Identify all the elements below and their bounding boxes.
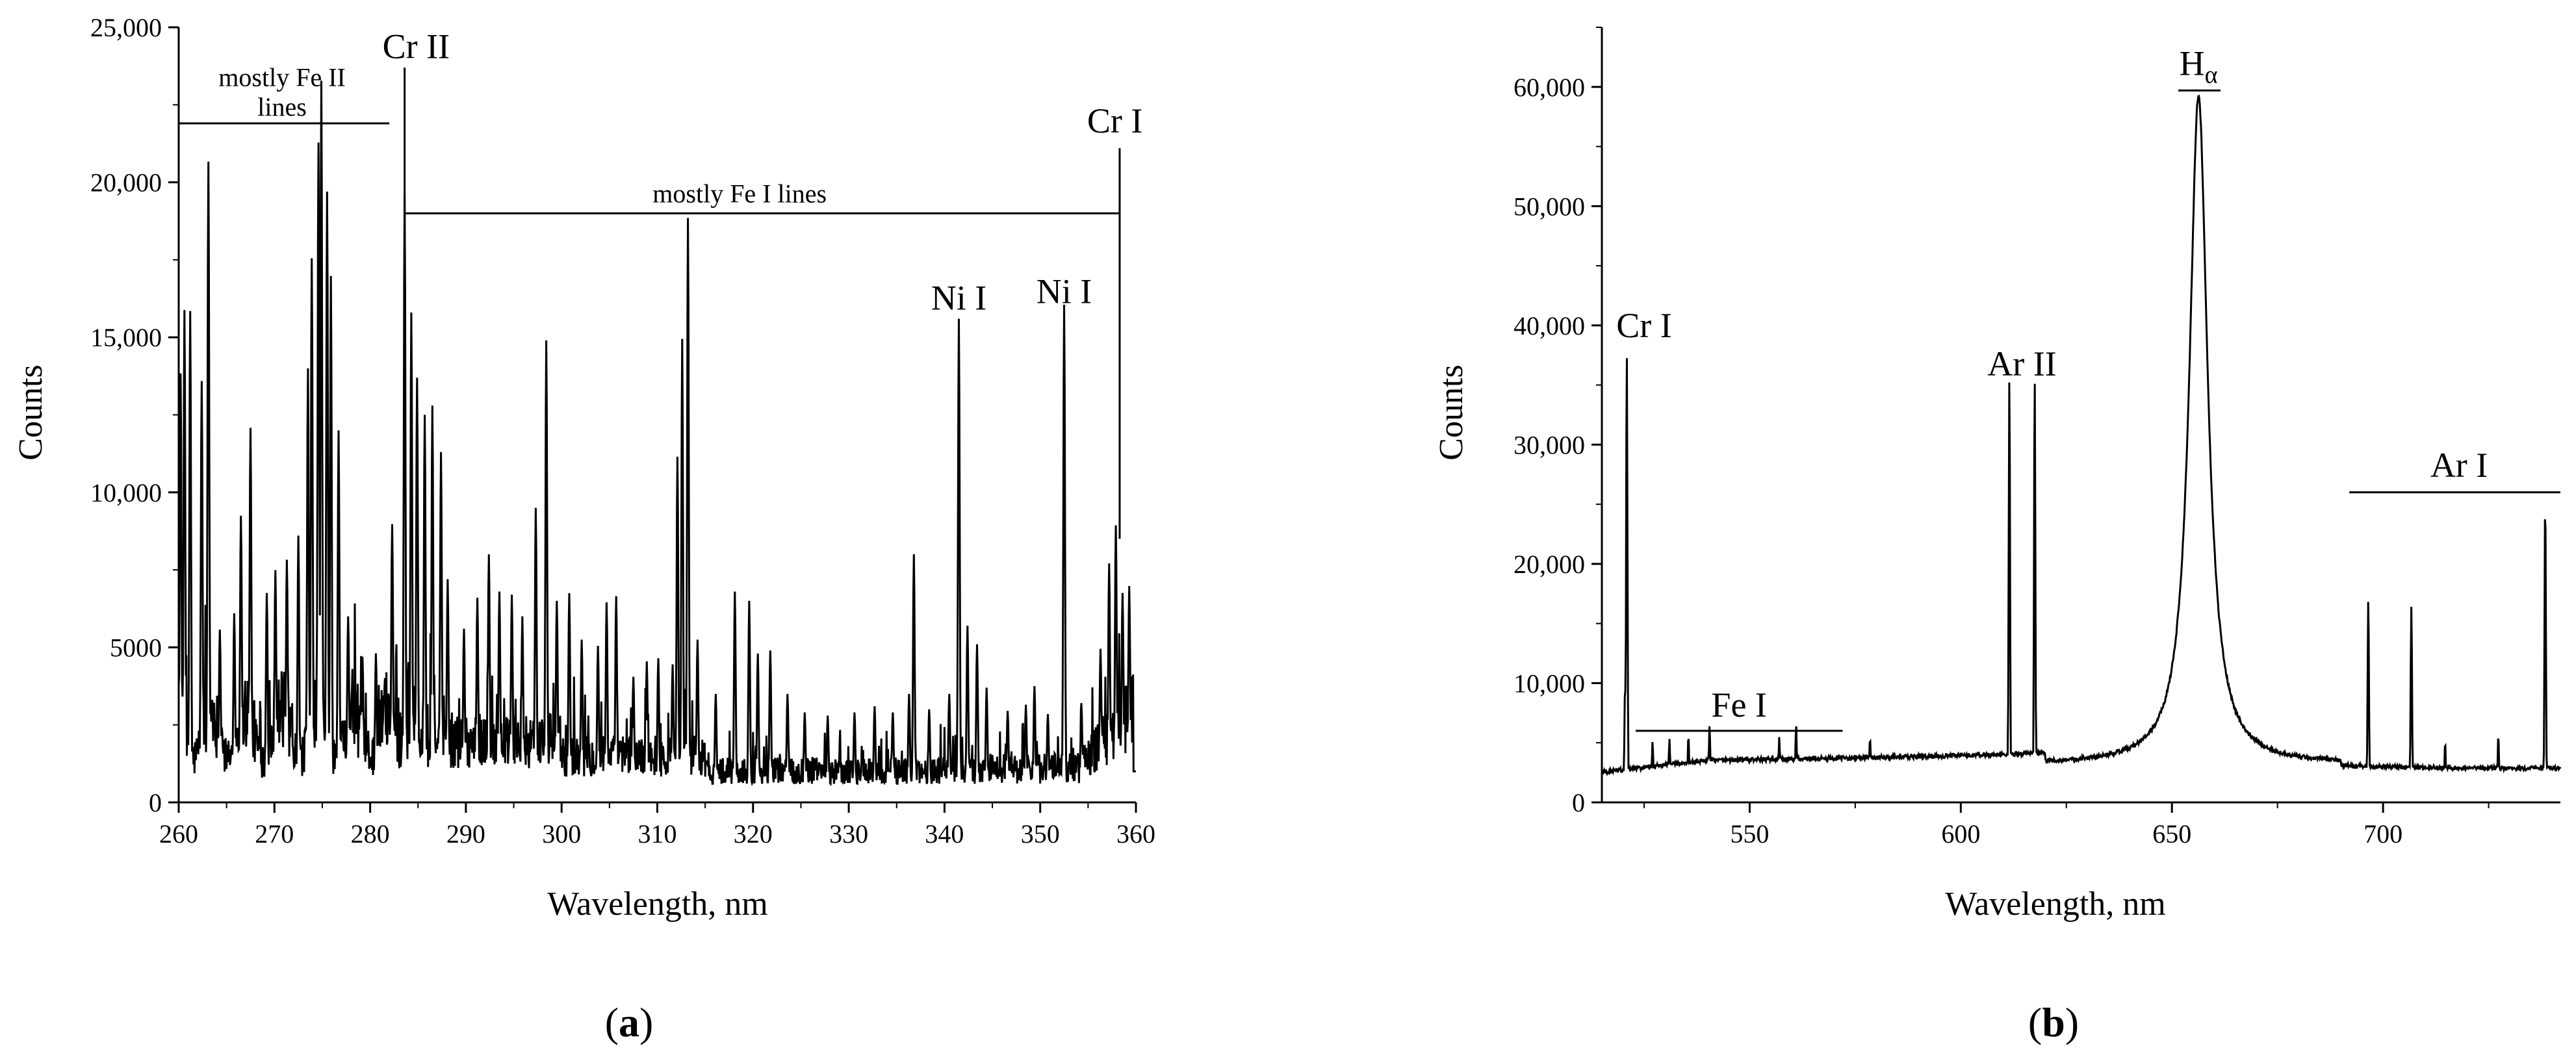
panel-b-ylabel: Counts	[1433, 364, 1470, 460]
panel-a-y-tick-label: 10,000	[90, 478, 162, 507]
panel-a-spectrum-line	[177, 81, 1136, 787]
ni1-label: Ni I	[1037, 272, 1092, 311]
panel-a-x-tick-label: 340	[925, 819, 964, 848]
panel-b-y-tick-label: 40,000	[1513, 311, 1585, 340]
panel-b-y-tick-label: 0	[1572, 788, 1585, 817]
panel-b-caption: (b)	[2028, 999, 2079, 1045]
panel-b-x-tick-label: 550	[1730, 819, 1769, 848]
h-alpha-letter: H	[2180, 44, 2205, 83]
panel-a-x-tick-label: 360	[1116, 819, 1155, 848]
panel-a-ylabel: Counts	[12, 364, 49, 460]
panel-b-annotations: Cr I Fe I Ar II Hα Ar I	[1616, 44, 2560, 732]
panel-a-x-tick-label: 310	[638, 819, 677, 848]
panel-b-y-tick-label: 30,000	[1513, 430, 1585, 459]
panel-a-axes: 260 270 280 290 300 310 320 330 340 350 360 0 5000 10…	[90, 13, 1155, 848]
panel-a-x-tick-label: 300	[542, 819, 581, 848]
panel-b: Cr I Fe I Ar II Hα Ar I 550 600 650 700 0 10,000 2…	[1433, 27, 2562, 1045]
ar2-label: Ar II	[1987, 344, 2056, 383]
panel-a-y-tick-label: 20,000	[90, 168, 162, 198]
panel-a-y-tick-label: 15,000	[90, 323, 162, 352]
panel-a-x-tick-label: 330	[829, 819, 868, 848]
panel-a-y-tick-label: 25,000	[90, 13, 162, 42]
panel-b-x-tick-label: 600	[1941, 819, 1980, 848]
panel-b-xlabel: Wavelength, nm	[1945, 886, 2166, 923]
fe2-bracket-label-line2: lines	[257, 92, 307, 121]
h-alpha-label: Hα	[2180, 44, 2218, 88]
panel-a-letter: a	[619, 999, 639, 1045]
cr1-label: Cr I	[1616, 306, 1671, 345]
h-alpha-subscript: α	[2205, 61, 2218, 88]
panel-b-y-tick-label: 10,000	[1513, 669, 1585, 698]
panel-a-y-tick-label: 0	[149, 788, 162, 817]
cr2-label: Cr II	[383, 27, 450, 66]
panel-a-x-tick-label: 270	[255, 819, 294, 848]
panel-b-x-tick-label: 650	[2152, 819, 2191, 848]
panel-b-y-tick-label: 50,000	[1513, 192, 1585, 221]
panel-a-x-tick-label: 260	[159, 819, 198, 848]
panel-a-x-tick-label: 350	[1021, 819, 1060, 848]
panel-b-axes: 550 600 650 700 0 10,000 20,000 30,000 40,000 50,…	[1513, 27, 2560, 848]
panel-a-x-tick-label: 280	[351, 819, 390, 848]
panel-b-x-tick-label: 700	[2363, 819, 2402, 848]
ar1-bracket-label: Ar I	[2430, 446, 2488, 485]
ni1-label: Ni I	[931, 278, 986, 317]
panel-a-x-tick-label: 290	[446, 819, 485, 848]
panel-b-spectrum-line	[1601, 94, 2562, 776]
panel-b-y-tick-label: 60,000	[1513, 73, 1585, 102]
panel-b-letter: b	[2042, 999, 2065, 1045]
panel-a-y-tick-label: 5000	[110, 633, 162, 662]
cr1-label: Cr I	[1087, 101, 1142, 140]
panel-a-xlabel: Wavelength, nm	[547, 886, 768, 923]
panel-a-caption: (a)	[605, 999, 654, 1045]
fe1-bracket-label: Fe I	[1711, 685, 1766, 724]
panel-b-y-tick-label: 20,000	[1513, 550, 1585, 579]
panel-a-x-tick-label: 320	[734, 819, 773, 848]
fe2-bracket-label: mostly Fe II	[218, 63, 346, 92]
fe1-bracket-label: mostly Fe I lines	[652, 179, 827, 209]
